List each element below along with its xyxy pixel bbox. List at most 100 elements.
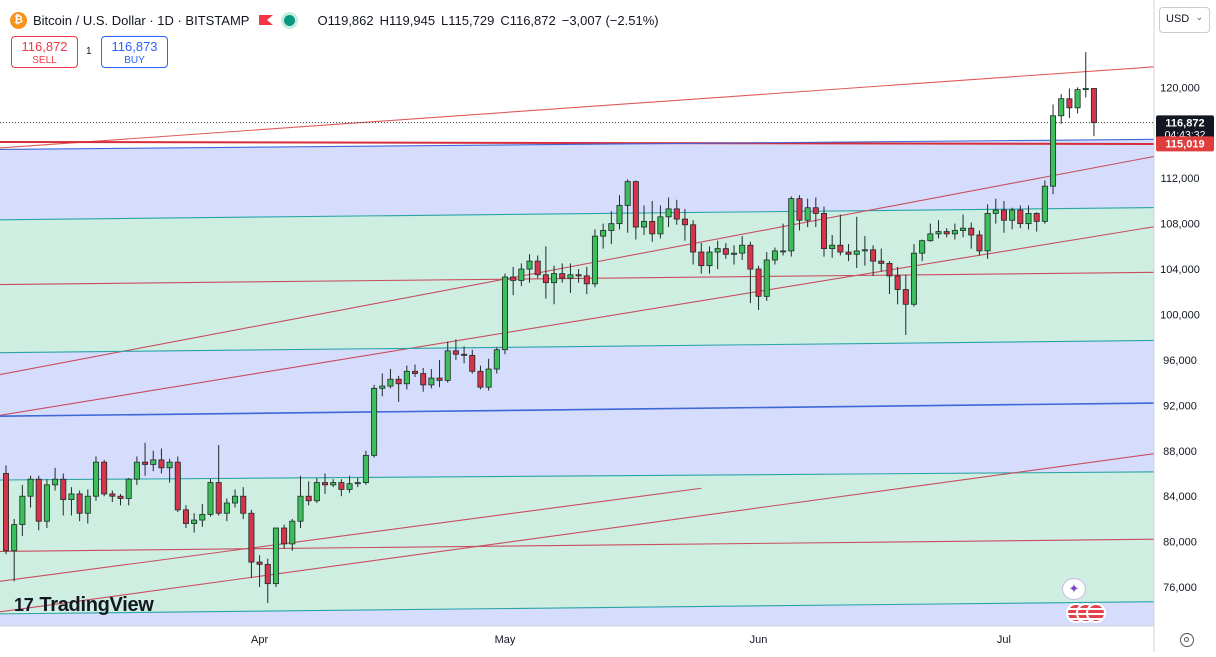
candle[interactable] [690, 220, 697, 265]
candle[interactable] [755, 265, 762, 310]
trend-line[interactable] [0, 60, 1216, 151]
candle[interactable] [575, 269, 582, 283]
candle[interactable] [632, 180, 639, 240]
candle[interactable] [526, 254, 533, 283]
flag-icon[interactable] [259, 14, 274, 26]
candle[interactable] [919, 239, 926, 262]
candle[interactable] [870, 245, 877, 276]
candle[interactable] [281, 524, 288, 549]
candle[interactable] [681, 208, 688, 241]
candle[interactable] [403, 365, 410, 390]
candle[interactable] [174, 456, 181, 513]
candle[interactable] [142, 442, 149, 476]
candle[interactable] [215, 445, 222, 516]
candle[interactable] [624, 179, 631, 233]
candle[interactable] [52, 467, 59, 491]
candle[interactable] [600, 223, 607, 249]
trend-line[interactable] [0, 138, 1216, 382]
candle[interactable] [1074, 87, 1081, 114]
candle[interactable] [354, 478, 361, 488]
candle[interactable] [1066, 88, 1073, 119]
candle[interactable] [641, 205, 648, 236]
candle[interactable] [272, 527, 279, 588]
candle[interactable] [485, 358, 492, 391]
candle[interactable] [264, 558, 271, 603]
candle[interactable] [518, 263, 525, 287]
gear-icon[interactable] [1180, 633, 1194, 647]
candle[interactable] [158, 448, 165, 474]
candle[interactable] [943, 228, 950, 238]
candle[interactable] [43, 479, 50, 529]
candle[interactable] [150, 450, 157, 472]
candle[interactable] [493, 347, 500, 374]
candle[interactable] [289, 518, 296, 551]
candle[interactable] [1050, 104, 1057, 195]
candle[interactable] [60, 473, 67, 516]
candle[interactable] [894, 266, 901, 305]
candle[interactable] [313, 478, 320, 504]
candle[interactable] [510, 266, 517, 296]
tradingview-logo[interactable]: 17 TradingView [14, 594, 154, 617]
candle[interactable] [739, 236, 746, 260]
trend-line[interactable] [0, 211, 1216, 422]
candle[interactable] [845, 244, 852, 262]
candle[interactable] [731, 245, 738, 265]
candle[interactable] [305, 481, 312, 506]
candle[interactable] [232, 489, 239, 508]
candle[interactable] [551, 265, 558, 305]
candle[interactable] [297, 475, 304, 529]
candle[interactable] [248, 509, 255, 578]
candle[interactable] [1041, 180, 1048, 224]
candle[interactable] [992, 198, 999, 224]
candle[interactable] [362, 450, 369, 485]
candle[interactable] [886, 261, 893, 295]
candle[interactable] [371, 384, 378, 458]
candle[interactable] [747, 241, 754, 304]
candle[interactable] [182, 505, 189, 529]
candle[interactable] [109, 490, 116, 502]
candle[interactable] [19, 484, 26, 536]
candle[interactable] [1009, 207, 1016, 230]
trend-line[interactable] [0, 538, 1216, 552]
price-axis[interactable] [1154, 0, 1216, 652]
candle[interactable] [608, 211, 615, 245]
candle[interactable] [951, 223, 958, 240]
buy-button[interactable]: 116,873 BUY [101, 36, 168, 68]
candle[interactable] [199, 504, 206, 527]
candle[interactable] [534, 255, 541, 279]
trend-line[interactable] [0, 401, 1216, 418]
candle[interactable] [411, 364, 418, 377]
candle[interactable] [698, 242, 705, 274]
candle[interactable] [166, 458, 173, 483]
candle[interactable] [616, 195, 623, 230]
candle[interactable] [92, 456, 99, 501]
candle[interactable] [853, 216, 860, 268]
candle[interactable] [927, 223, 934, 242]
candle[interactable] [101, 459, 108, 497]
candle[interactable] [878, 248, 885, 272]
candle[interactable] [469, 349, 476, 374]
candle[interactable] [657, 205, 664, 239]
currency-select[interactable]: USD ⌄ [1159, 7, 1210, 33]
candle[interactable] [35, 475, 42, 531]
candle[interactable] [346, 475, 353, 493]
candle[interactable] [1090, 88, 1097, 137]
trend-line[interactable] [0, 441, 1216, 618]
candle[interactable] [722, 242, 729, 259]
candle[interactable] [444, 341, 451, 383]
trend-line[interactable] [0, 140, 1216, 146]
candle[interactable] [984, 204, 991, 259]
candle[interactable] [84, 489, 91, 524]
candle[interactable] [804, 198, 811, 228]
candle[interactable] [338, 479, 345, 497]
candle[interactable] [714, 240, 721, 270]
candle[interactable] [330, 479, 337, 488]
candle[interactable] [27, 475, 34, 508]
candle[interactable] [1000, 200, 1007, 233]
candle[interactable] [133, 456, 140, 485]
candle[interactable] [11, 518, 18, 582]
candle[interactable] [256, 555, 263, 588]
trend-line[interactable] [0, 138, 1216, 150]
candle[interactable] [1025, 205, 1032, 230]
